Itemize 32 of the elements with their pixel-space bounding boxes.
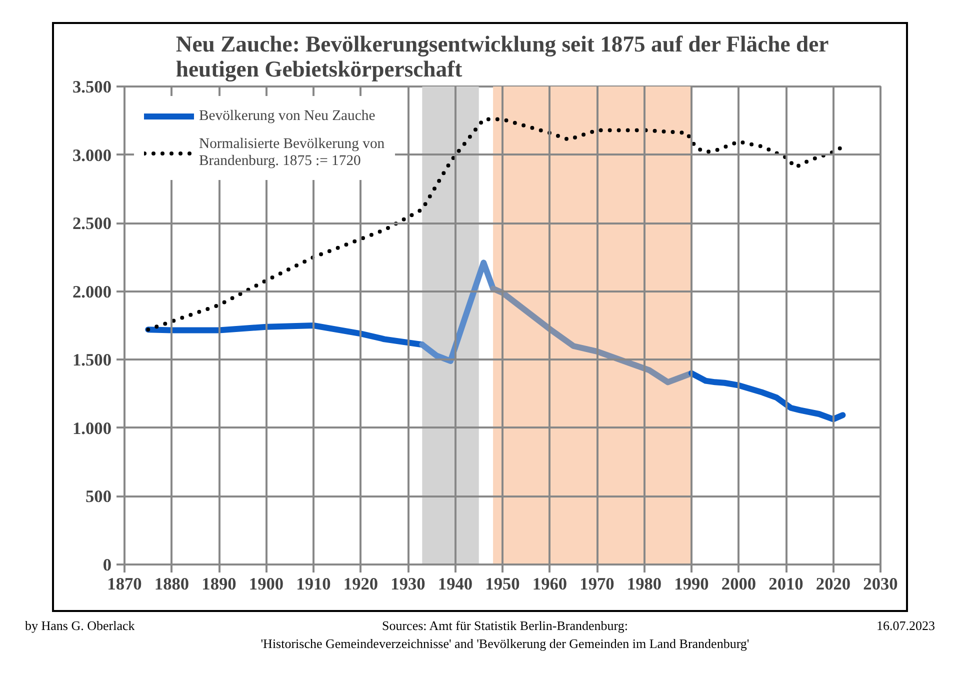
legend-label: Bevölkerung von Neu Zauche (199, 108, 376, 124)
legend-label: Normalisierte Bevölkerung von Brandenburg. 1875 := 1720 (199, 136, 385, 170)
y-tick-label: 500 (86, 487, 112, 506)
x-tick-label: 2020 (816, 574, 851, 594)
x-tick-label: 1900 (248, 574, 284, 594)
y-tick-label: 2.500 (72, 214, 112, 234)
x-tick-label: 1990 (674, 574, 709, 594)
y-tick-label: 3.500 (72, 78, 112, 96)
x-tick-label: 1880 (154, 574, 190, 594)
x-tick-label: 1940 (438, 574, 473, 594)
text: 'Historische Gemeindeverzeichnisse' and 'Bevölkerung der Gemeinden im Land Brandenburg' (260, 636, 750, 651)
x-tick-label: 1960 (532, 574, 568, 594)
x-tick-label: 2030 (863, 574, 898, 594)
x-tick-label: 1950 (485, 574, 520, 594)
y-tick-label: 0 (102, 556, 112, 574)
x-tick-label: 1870 (107, 574, 142, 594)
chart-title: Neu Zauche: Bevölkerungsentwicklung seit 1875 auf der Fläche der heutigen Gebietskörperschaft (176, 32, 829, 82)
x-tick-label: 1890 (202, 574, 236, 594)
text: by Hans G. Oberlack (25, 617, 135, 635)
y-tick-label: 1.500 (72, 350, 112, 370)
x-tick-label: 2000 (721, 574, 756, 594)
x-tick-label: 2010 (768, 574, 804, 594)
text: 16.07.2023 (876, 617, 935, 635)
x-tick-label: 1980 (626, 574, 662, 594)
y-tick-label: 3.000 (72, 146, 112, 165)
source-note: Sources: Amt für Statistik Berlin-Brandenburg: (382, 618, 628, 633)
x-tick-label: 1920 (343, 574, 378, 594)
x-tick-label: 1970 (580, 574, 614, 594)
x-tick-label: 1910 (296, 574, 331, 594)
y-tick-label: 1.000 (72, 418, 112, 438)
y-tick-label: 2.000 (72, 282, 112, 302)
x-tick-label: 1930 (390, 574, 426, 594)
